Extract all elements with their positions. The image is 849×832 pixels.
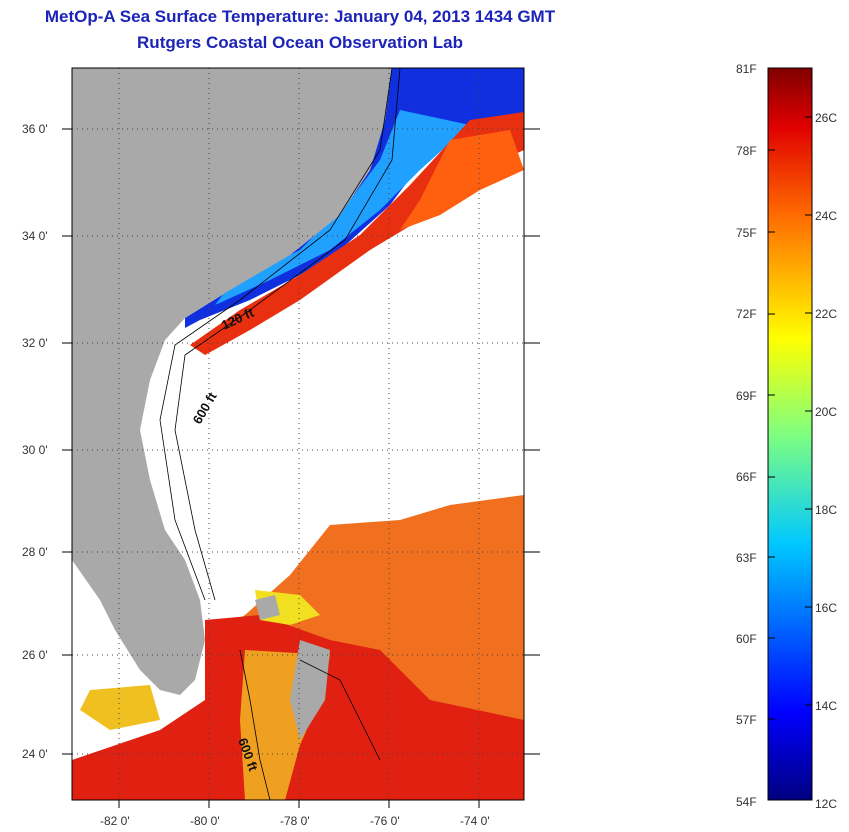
colorbar-f-label: 75F <box>736 226 757 240</box>
colorbar-c-label: 18C <box>815 503 838 517</box>
land <box>72 68 392 740</box>
axis-ticks <box>62 128 540 808</box>
lat-label: 24 0' <box>22 747 48 761</box>
colorbar-c-label: 24C <box>815 209 838 223</box>
map-frame <box>71 67 525 801</box>
lat-label: 30 0' <box>22 443 48 457</box>
colorbar-f-label: 81F <box>736 62 757 76</box>
colorbar-c-label: 20C <box>815 405 838 419</box>
lon-label: -74 0' <box>460 814 490 828</box>
lat-label: 28 0' <box>22 545 48 559</box>
colorbar-ticks <box>768 116 812 720</box>
colorbar-c-label: 12C <box>815 797 838 811</box>
lon-label: -76 0' <box>370 814 400 828</box>
colorbar-f-label: 72F <box>736 307 757 321</box>
colorbar-f-label: 63F <box>736 551 757 565</box>
colorbar-c-label: 16C <box>815 601 838 615</box>
lon-label: -82 0' <box>100 814 130 828</box>
bathymetry-contours <box>159 68 401 800</box>
lat-label: 26 0' <box>22 648 48 662</box>
colorbar <box>767 67 813 801</box>
lat-label: 32 0' <box>22 336 48 350</box>
latitude-labels: 36 0' 34 0' 32 0' 30 0' 28 0' 26 0' 24 0… <box>22 122 48 761</box>
map-title: MetOp-A Sea Surface Temperature: January… <box>44 7 556 26</box>
colorbar-f-label: 60F <box>736 632 757 646</box>
colorbar-c-label: 22C <box>815 307 838 321</box>
colorbar-f-label: 54F <box>736 795 757 809</box>
lat-label: 36 0' <box>22 122 48 136</box>
colorbar-f-label: 66F <box>736 470 757 484</box>
colorbar-f-label: 69F <box>736 389 757 403</box>
lon-label: -80 0' <box>190 814 220 828</box>
lat-label: 34 0' <box>22 229 48 243</box>
map-subtitle: Rutgers Coastal Ocean Observation Lab <box>137 33 463 52</box>
longitude-labels: -82 0' -80 0' -78 0' -76 0' -74 0' <box>100 814 490 828</box>
colorbar-f-label: 78F <box>736 144 757 158</box>
colorbar-c-label: 14C <box>815 699 838 713</box>
colorbar-f-label: 57F <box>736 713 757 727</box>
lon-label: -78 0' <box>280 814 310 828</box>
colorbar-c-label: 26C <box>815 111 838 125</box>
lat-lon-grid <box>72 68 524 800</box>
